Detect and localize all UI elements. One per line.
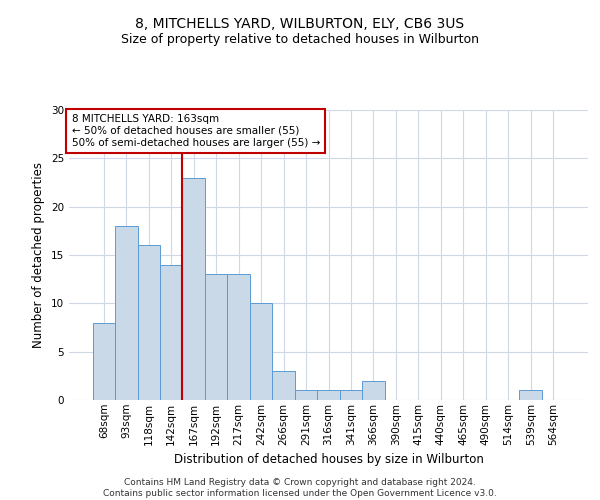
- Bar: [340, 390, 362, 400]
- Bar: [362, 380, 385, 400]
- Text: Size of property relative to detached houses in Wilburton: Size of property relative to detached ho…: [121, 32, 479, 46]
- X-axis label: Distribution of detached houses by size in Wilburton: Distribution of detached houses by size …: [173, 453, 484, 466]
- Bar: [272, 371, 295, 400]
- Y-axis label: Number of detached properties: Number of detached properties: [32, 162, 46, 348]
- Bar: [205, 274, 227, 400]
- Text: Contains HM Land Registry data © Crown copyright and database right 2024.
Contai: Contains HM Land Registry data © Crown c…: [103, 478, 497, 498]
- Bar: [160, 264, 182, 400]
- Text: 8 MITCHELLS YARD: 163sqm
← 50% of detached houses are smaller (55)
50% of semi-d: 8 MITCHELLS YARD: 163sqm ← 50% of detach…: [71, 114, 320, 148]
- Bar: [92, 322, 115, 400]
- Bar: [250, 304, 272, 400]
- Bar: [182, 178, 205, 400]
- Text: 8, MITCHELLS YARD, WILBURTON, ELY, CB6 3US: 8, MITCHELLS YARD, WILBURTON, ELY, CB6 3…: [136, 18, 464, 32]
- Bar: [137, 246, 160, 400]
- Bar: [520, 390, 542, 400]
- Bar: [227, 274, 250, 400]
- Bar: [317, 390, 340, 400]
- Bar: [295, 390, 317, 400]
- Bar: [115, 226, 137, 400]
